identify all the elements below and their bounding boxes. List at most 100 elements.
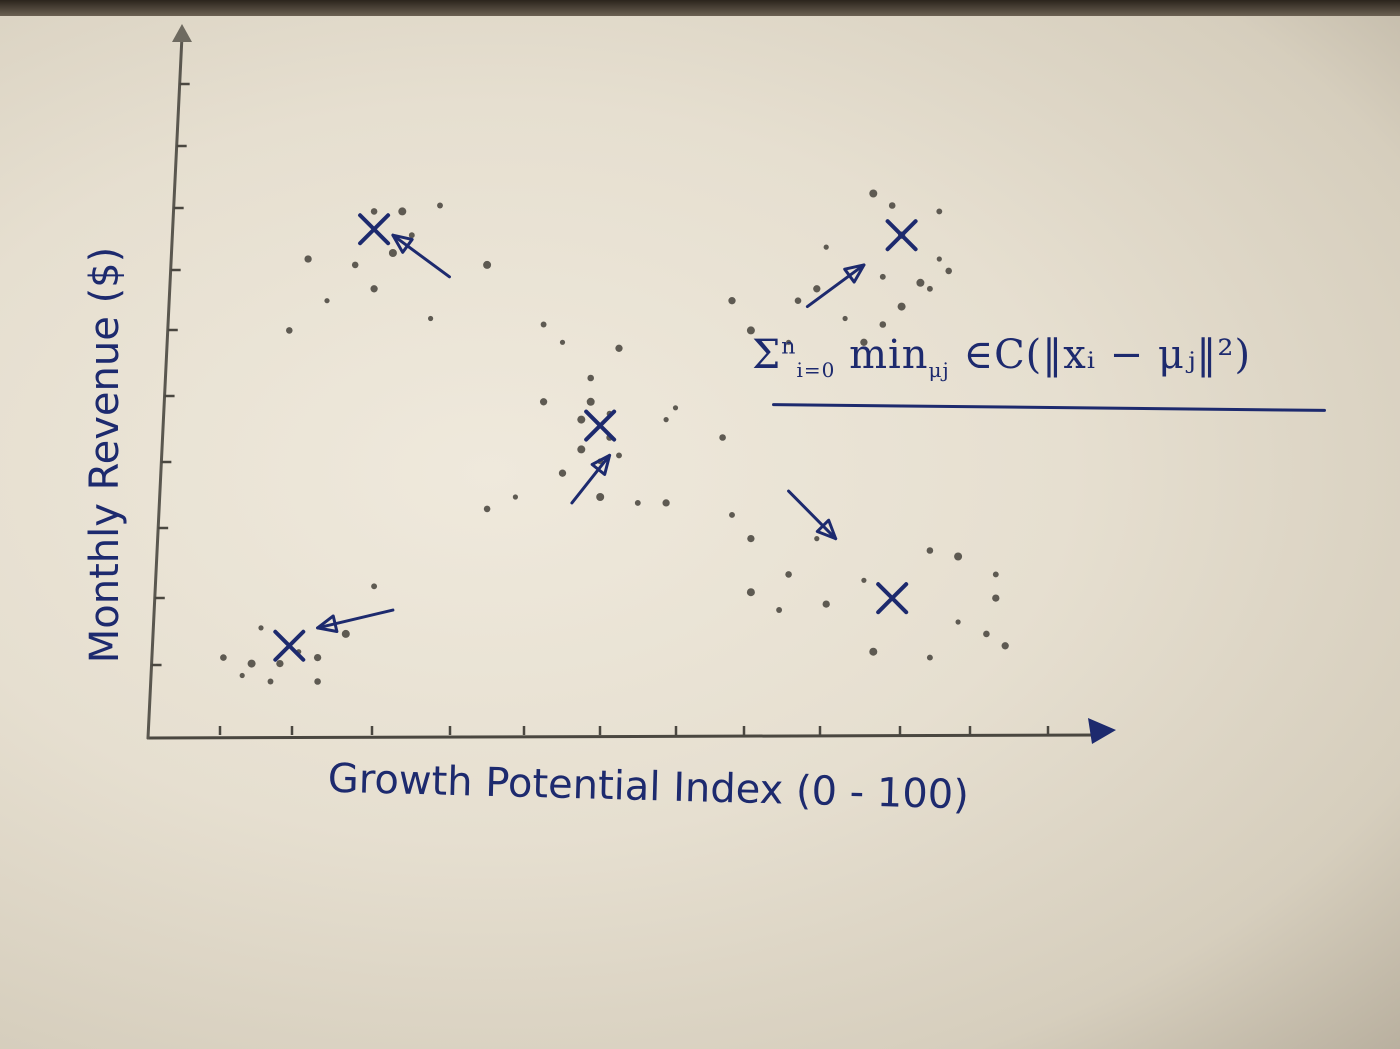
data-point — [879, 273, 886, 280]
data-point — [586, 397, 595, 406]
objective-formula: Σni=0 minμj ∈C(‖xᵢ − μⱼ‖²) — [752, 332, 1251, 382]
arrow-shaft — [391, 233, 451, 279]
sum-lower-limit: i=0 — [796, 358, 836, 382]
data-point — [437, 202, 443, 209]
data-point — [587, 374, 594, 382]
arrow-shaft — [787, 489, 838, 541]
centroid-arrows — [316, 233, 866, 634]
centroid-stroke — [876, 582, 909, 615]
data-point — [483, 260, 492, 269]
centroid-stroke — [273, 629, 306, 662]
axis-ticks — [151, 82, 1050, 735]
data-point — [370, 285, 378, 293]
data-point — [672, 405, 679, 411]
data-point — [861, 577, 867, 583]
min-operator: min — [849, 332, 929, 378]
data-point — [615, 344, 623, 352]
data-point — [992, 571, 999, 578]
centroid-move-arrow — [805, 263, 866, 309]
data-point — [746, 326, 755, 335]
data-point — [729, 511, 735, 518]
data-point — [558, 469, 567, 477]
data-point — [813, 285, 821, 293]
data-point — [304, 255, 312, 263]
data-point — [936, 256, 942, 262]
data-point — [577, 415, 586, 424]
arrow-shaft — [570, 453, 612, 505]
data-point — [719, 434, 726, 441]
data-point — [747, 534, 755, 543]
y-axis-line — [146, 34, 184, 740]
centroid-marker — [876, 582, 909, 615]
arrow-head — [391, 233, 414, 254]
data-point — [776, 607, 783, 613]
data-point — [634, 499, 641, 506]
y-axis-label: Monthly Revenue ($) — [82, 247, 128, 663]
data-point — [483, 505, 491, 513]
data-point — [512, 494, 519, 500]
centroid-move-arrow — [316, 608, 395, 634]
centroid-move-arrow — [570, 453, 612, 505]
centroid-marker — [584, 409, 617, 442]
centroid-markers — [273, 213, 918, 662]
data-point — [954, 552, 963, 561]
data-point — [823, 244, 829, 250]
data-point — [370, 208, 378, 215]
data-point — [992, 594, 1000, 602]
data-point — [955, 619, 961, 625]
centroid-marker — [885, 219, 918, 252]
data-point — [916, 278, 925, 287]
data-point — [926, 547, 934, 554]
centroid-move-arrow — [391, 233, 451, 279]
data-point — [559, 339, 566, 345]
data-point — [945, 267, 952, 275]
data-point — [888, 202, 896, 209]
axes — [146, 24, 1116, 744]
data-point — [258, 625, 264, 631]
data-point — [276, 659, 284, 668]
data-point — [663, 417, 669, 423]
data-point — [428, 315, 434, 322]
x-axis-label: Growth Potential Index (0 - 100) — [327, 756, 969, 819]
data-point — [577, 445, 586, 454]
data-point — [313, 653, 322, 662]
data-point — [408, 232, 415, 239]
data-point — [267, 678, 274, 685]
data-point — [926, 654, 933, 661]
data-point — [220, 654, 227, 661]
arrow-head — [843, 263, 866, 284]
data-point — [539, 398, 548, 406]
data-point — [540, 321, 547, 328]
data-point — [842, 315, 848, 322]
data-point — [794, 297, 802, 305]
y-axis-arrowhead — [172, 24, 192, 42]
data-point — [860, 338, 868, 346]
sum-upper-limit: n — [781, 334, 797, 360]
data-point — [983, 630, 990, 638]
data-point — [1001, 642, 1009, 650]
data-point — [388, 249, 397, 257]
data-point — [398, 207, 407, 216]
data-point — [879, 321, 887, 328]
tabletop-edge — [0, 0, 1400, 16]
data-point — [371, 583, 378, 590]
centroid-move-arrow — [787, 489, 838, 541]
data-point — [286, 327, 293, 334]
data-point — [351, 261, 359, 269]
min-subscript: μj — [928, 358, 950, 382]
data-point — [869, 189, 878, 198]
data-point — [869, 647, 878, 656]
data-point — [786, 339, 792, 345]
data-point — [596, 493, 605, 501]
arrow-shaft — [805, 263, 866, 309]
data-point — [897, 302, 906, 311]
arrow-head — [815, 518, 838, 541]
sum-symbol: Σ — [752, 332, 782, 378]
arrow-head — [316, 614, 339, 634]
data-point — [616, 452, 622, 459]
formula-body: ∈C(‖xᵢ − μⱼ‖²) — [963, 332, 1252, 378]
centroid-marker — [273, 629, 306, 662]
data-point — [746, 588, 755, 597]
